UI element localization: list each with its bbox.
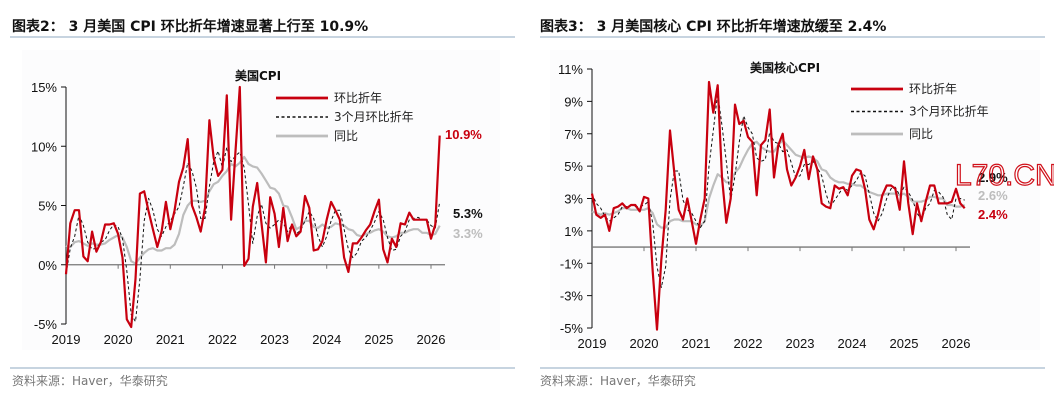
x-tick-label: 2020 xyxy=(104,332,133,347)
legend-label: 3个月环比折年 xyxy=(334,109,414,124)
y-tick-label: -3% xyxy=(560,289,584,304)
x-tick-label: 2026 xyxy=(942,336,971,351)
chart-panel-3: 图表3： 3 月美国核心 CPI 环比折年增速放缓至 2.4% -5% -3% -1%… xyxy=(540,18,1045,388)
x-tick-label: 2025 xyxy=(890,336,919,351)
x-tick-label: 2023 xyxy=(786,336,815,351)
series-line-3m-annualized xyxy=(65,146,441,323)
source-note: 资料来源：Haver，华泰研究 xyxy=(12,373,168,388)
legend-label: 3个月环比折年 xyxy=(909,104,989,119)
x-tick-label: 2026 xyxy=(417,332,446,347)
x-tick-label: 2024 xyxy=(838,336,867,351)
y-tick-label: 10% xyxy=(31,139,57,154)
end-value-label: 5.3% xyxy=(453,206,483,221)
end-value-label: 10.9% xyxy=(445,127,482,142)
y-tick-label: 3% xyxy=(564,192,583,207)
y-tick-label: -5% xyxy=(560,321,584,336)
source-note: 资料来源：Haver，华泰研究 xyxy=(540,373,696,388)
x-tick-label: 2022 xyxy=(734,336,763,351)
end-value-label: 2.4% xyxy=(978,207,1008,222)
plot-background xyxy=(550,50,1040,350)
x-tick-label: 2025 xyxy=(364,332,393,347)
figure-header: 图表3： 3 月美国核心 CPI 环比折年增速放缓至 2.4% xyxy=(540,18,886,35)
chart-title: 美国CPI xyxy=(235,68,281,83)
y-tick-label: 15% xyxy=(31,80,57,95)
x-tick-label: 2019 xyxy=(52,332,81,347)
x-tick-label: 2019 xyxy=(578,336,607,351)
series-line-3m-annualized xyxy=(591,92,965,288)
end-value-label: 3.3% xyxy=(453,226,483,241)
series-line-mom-annualized xyxy=(64,85,441,329)
y-tick-label: -5% xyxy=(34,317,58,332)
x-tick-label: 2021 xyxy=(682,336,711,351)
legend-label: 同比 xyxy=(909,127,933,141)
end-value-label: 2.9% xyxy=(978,170,1008,185)
end-value-label: 2.6% xyxy=(978,188,1008,203)
y-tick-label: -1% xyxy=(560,256,584,271)
series-line-yoy xyxy=(65,155,441,265)
x-tick-label: 2021 xyxy=(156,332,185,347)
y-tick-label: 11% xyxy=(558,62,583,77)
y-tick-label: 5% xyxy=(38,199,57,214)
series-line-mom-annualized xyxy=(590,80,966,331)
y-tick-label: 9% xyxy=(564,94,583,109)
chart-panel-2: 图表2： 3 月美国 CPI 环比折年增速显著上行至 10.9% -5% 0% 5% 1… xyxy=(10,18,515,388)
y-tick-label: 7% xyxy=(564,127,583,142)
figure-header: 图表2： 3 月美国 CPI 环比折年增速显著上行至 10.9% xyxy=(12,18,368,35)
y-tick-label: 0% xyxy=(38,258,57,273)
x-tick-label: 2023 xyxy=(260,332,289,347)
legend-label: 环比折年 xyxy=(334,90,382,105)
chart-title: 美国核心CPI xyxy=(750,60,820,75)
plot-background xyxy=(22,50,500,350)
y-tick-label: 1% xyxy=(564,224,583,239)
legend-label: 同比 xyxy=(334,129,358,143)
legend-label: 环比折年 xyxy=(909,81,957,96)
x-tick-label: 2024 xyxy=(312,332,341,347)
watermark: L70.CN xyxy=(955,159,1054,192)
x-tick-label: 2020 xyxy=(630,336,659,351)
x-tick-label: 2022 xyxy=(208,332,237,347)
y-tick-label: 5% xyxy=(564,159,583,174)
